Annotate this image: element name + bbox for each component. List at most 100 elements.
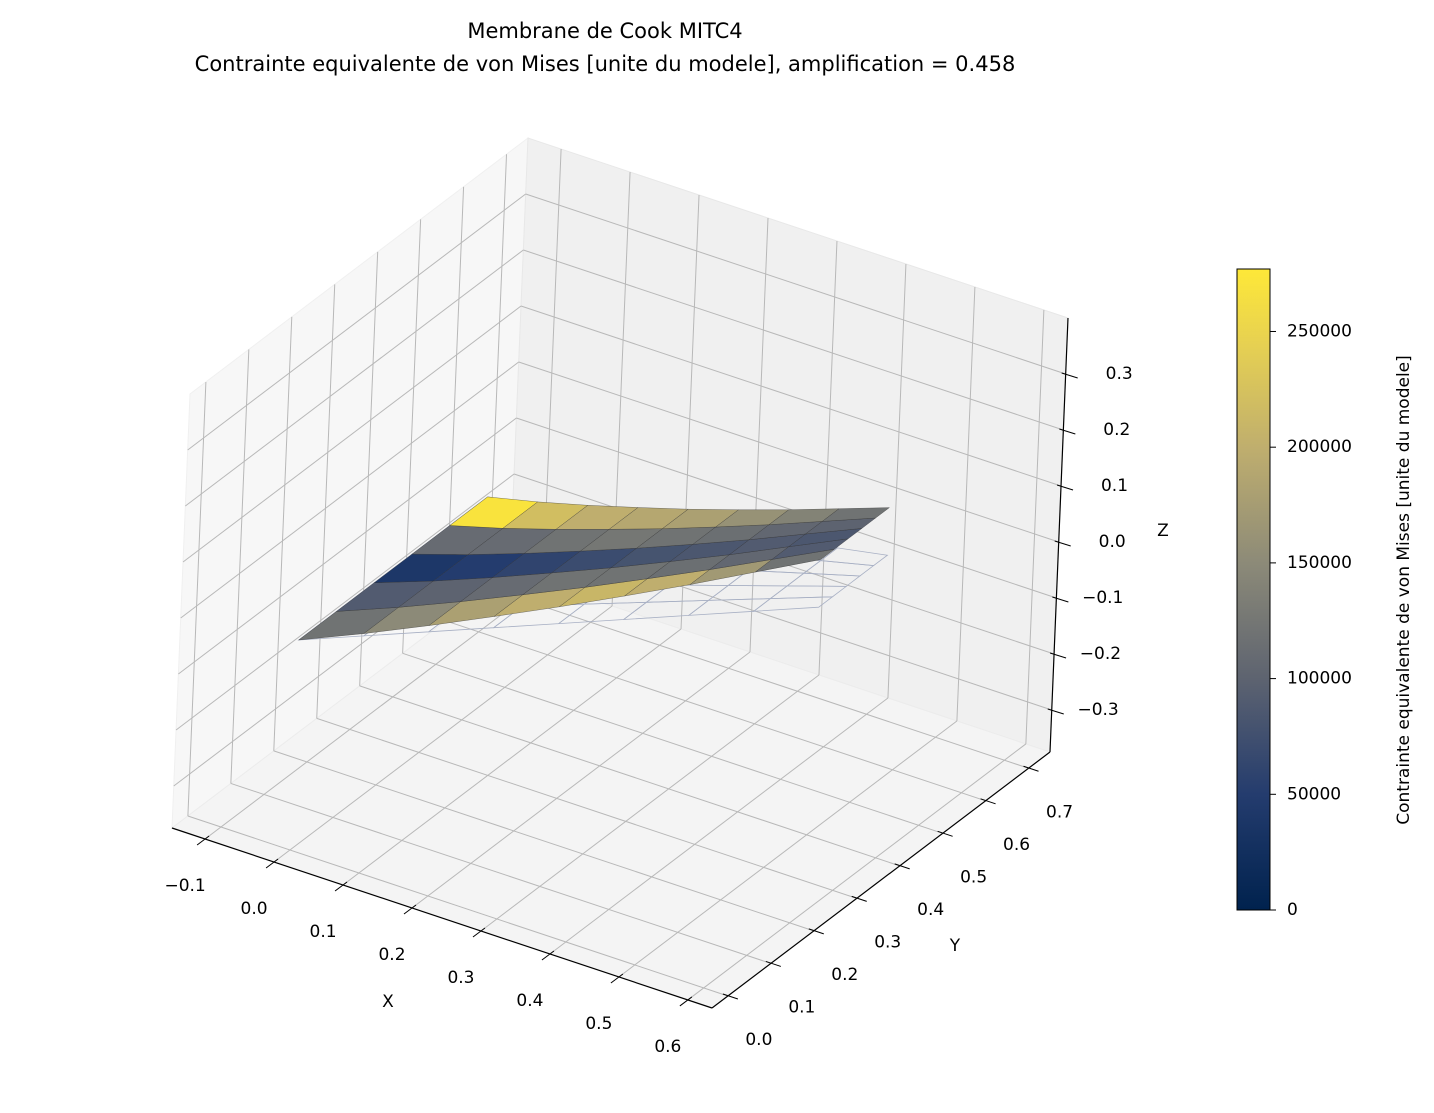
y-tick: [808, 928, 824, 935]
y-tick: [722, 993, 739, 1000]
z-tick: [1061, 372, 1078, 379]
colorbar-tick-label: 100000: [1287, 669, 1352, 689]
undeformed-cell: [819, 547, 889, 567]
x-tick-label: 0.6: [654, 1037, 681, 1057]
grid-line: [956, 286, 976, 721]
panes: [170, 136, 1069, 1009]
z-axis-label: Z: [1157, 521, 1169, 541]
colorbar-label: Contrainte equivalente de von Mises [uni…: [1394, 355, 1414, 825]
x-tick: [334, 881, 348, 892]
z-tick-label: −0.1: [1082, 588, 1123, 608]
x-tick-label: 0.3: [447, 968, 474, 988]
grid-line: [175, 473, 515, 731]
x-tick: [472, 927, 486, 938]
y-tick-label: 0.4: [917, 900, 944, 920]
grid-line: [273, 316, 293, 751]
z-tick: [1049, 652, 1067, 659]
grid-line: [549, 697, 889, 955]
axes: −0.1 0.0 0.1 0.2 0.3 0.4 0.5 0.6 0.0 0.1 0.2 0.3 0.4…: [164, 317, 1133, 1057]
chart-title: Membrane de Cook MITC4: [467, 19, 742, 43]
x-tick-label: 0.2: [378, 945, 405, 965]
grid-line: [180, 361, 520, 619]
y-tick-label: 0.7: [1046, 802, 1073, 822]
surface: [297, 496, 891, 641]
y-tick: [851, 895, 867, 902]
z-tick: [1052, 596, 1069, 603]
x-tick-label: 0.1: [310, 922, 337, 942]
grid-line: [618, 720, 958, 978]
surface-cell: [821, 507, 891, 522]
grid-line: [480, 674, 820, 932]
grid-line: [402, 652, 943, 834]
grid-line: [230, 349, 250, 784]
z-tick-label: 0.2: [1103, 420, 1130, 440]
z-tick-label: 0.3: [1106, 364, 1133, 384]
grid-line: [187, 381, 207, 816]
grid-line: [525, 193, 1066, 375]
grid-line: [273, 605, 613, 863]
grid-line: [818, 240, 838, 676]
z-tick-label: −0.2: [1080, 644, 1121, 664]
grid-line: [187, 815, 729, 997]
grid-line: [187, 193, 526, 451]
colorbar: 0 50000 100000 150000 200000 250000: [1236, 268, 1352, 920]
grid-line: [523, 249, 1064, 431]
y-tick-label: 0.0: [745, 1030, 772, 1050]
x-axis-label: X: [382, 992, 394, 1012]
grid-line: [273, 750, 814, 932]
y-tick-label: 0.2: [831, 965, 858, 985]
grid-line: [182, 305, 522, 563]
grid-line: [687, 743, 1027, 1001]
z-tick-label: 0.0: [1099, 532, 1126, 552]
z-tick-label: 0.1: [1101, 476, 1128, 496]
grid-line: [518, 361, 1059, 543]
x-tick: [541, 950, 555, 961]
colorbar-tick-label: 0: [1287, 900, 1298, 920]
grid-line: [516, 417, 1057, 599]
z-tick: [1059, 428, 1076, 435]
colorbar-tick-label: 150000: [1287, 553, 1352, 573]
z-tick: [1047, 708, 1064, 715]
x-tick: [679, 996, 693, 1007]
chart-subtitle: Contrainte equivalente de von Mises [uni…: [195, 52, 1016, 76]
y-axis-line: [711, 751, 1051, 1009]
x-tick-label: 0.5: [585, 1014, 612, 1034]
colorbar-tick-label: 200000: [1287, 437, 1352, 457]
grid-line: [316, 717, 857, 899]
y-tick: [765, 960, 781, 967]
y-tick: [937, 830, 953, 837]
grid-line: [204, 582, 544, 840]
grid-line: [230, 782, 771, 964]
grid-line: [488, 587, 1029, 769]
grid-line: [1025, 309, 1045, 744]
colorbar-gradient: [1236, 268, 1271, 911]
grid-line: [359, 685, 900, 867]
grid-line: [411, 651, 751, 909]
x-tick-label: 0.0: [241, 899, 268, 919]
grid-line: [749, 217, 769, 653]
z-axis-line: [1049, 317, 1069, 753]
x-tick-label: −0.1: [164, 876, 205, 896]
grid-line: [520, 305, 1062, 487]
grid-line: [887, 263, 907, 698]
y-tick-label: 0.6: [1003, 835, 1030, 855]
z-tick-label: −0.3: [1077, 700, 1118, 720]
grid-line: [316, 284, 336, 719]
y-tick: [1023, 765, 1039, 772]
grid-line: [185, 249, 524, 507]
grid-line: [342, 628, 682, 886]
z-tick: [1054, 540, 1071, 547]
y-tick-label: 0.1: [788, 997, 815, 1017]
z-tick: [1056, 484, 1074, 491]
x-tick: [610, 973, 624, 984]
y-tick: [894, 863, 910, 870]
y-tick: [980, 798, 996, 805]
colorbar-tick-label: 250000: [1287, 321, 1352, 341]
x-tick: [196, 835, 210, 846]
x-axis-line: [171, 827, 713, 1009]
y-axis-label: Y: [949, 936, 961, 956]
colorbar-tick-label: 50000: [1287, 784, 1341, 804]
x-tick-label: 0.4: [516, 991, 543, 1011]
x-tick: [265, 858, 279, 869]
